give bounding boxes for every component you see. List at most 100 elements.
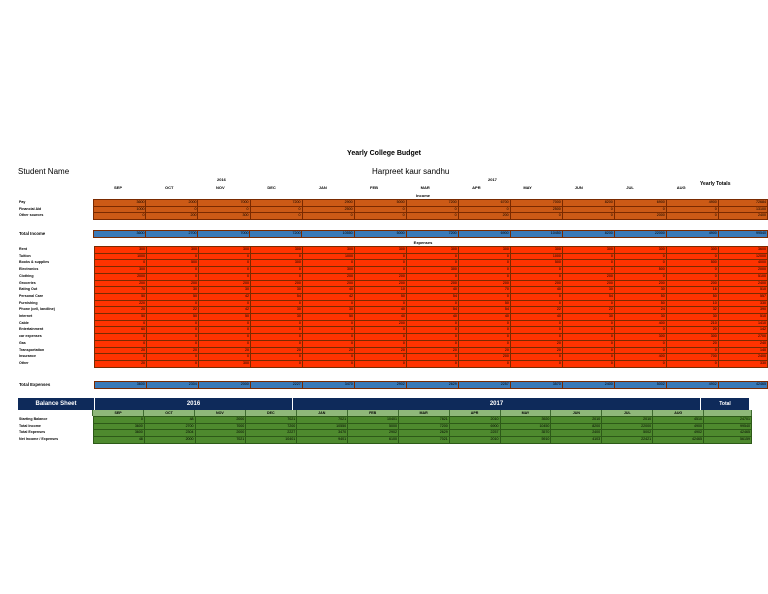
cell-jan[interactable]: 10550: [296, 422, 349, 431]
cell-yearly-total[interactable]: 557: [717, 292, 768, 301]
cell-oct[interactable]: 200: [145, 212, 199, 221]
cell-may[interactable]: 0: [509, 326, 563, 335]
cell-apr[interactable]: 0: [457, 252, 511, 261]
cell-sep[interactable]: 3600: [93, 199, 147, 207]
cell-feb[interactable]: 200: [353, 272, 407, 281]
cell-jan[interactable]: 200: [301, 279, 355, 288]
cell-yearly-total[interactable]: 330: [717, 359, 768, 368]
cell-oct[interactable]: 0: [146, 353, 200, 361]
cell-feb[interactable]: 5000: [353, 230, 407, 238]
cell-oct[interactable]: 48: [143, 416, 196, 424]
cell-jan[interactable]: 40: [301, 286, 355, 294]
cell-jan[interactable]: 42: [301, 292, 355, 301]
cell-jul[interactable]: 0: [613, 205, 667, 214]
cell-dec[interactable]: 0: [249, 326, 303, 335]
cell-aug[interactable]: 0: [665, 212, 719, 221]
cell-nov[interactable]: 0: [197, 205, 251, 214]
cell-aug[interactable]: 4900: [652, 422, 704, 431]
cell-jan[interactable]: 2500: [301, 205, 355, 214]
cell-feb[interactable]: 5000: [347, 422, 400, 431]
cell-dec[interactable]: 30: [249, 306, 303, 315]
cell-aug[interactable]: 700: [665, 353, 719, 361]
cell-dec[interactable]: 0: [249, 319, 303, 328]
cell-mar[interactable]: 0: [405, 272, 459, 281]
cell-jan[interactable]: 2900: [301, 199, 355, 207]
cell-dec[interactable]: 2227: [245, 429, 298, 438]
cell-feb[interactable]: 10401: [347, 416, 400, 424]
cell-mar[interactable]: 0: [405, 339, 459, 348]
cell-jun[interactable]: 0: [561, 326, 615, 335]
cell-oct[interactable]: 0: [146, 252, 200, 261]
cell-feb[interactable]: 0: [353, 326, 407, 335]
cell-sep[interactable]: 50: [94, 313, 148, 321]
cell-jun[interactable]: 8200: [550, 422, 603, 431]
cell-apr[interactable]: 2010: [448, 416, 501, 424]
cell-nov[interactable]: 200: [198, 279, 251, 288]
cell-apr[interactable]: 0: [457, 259, 511, 268]
cell-feb[interactable]: 0: [353, 259, 407, 268]
cell-may[interactable]: 3570: [499, 429, 552, 438]
cell-jul[interactable]: 24: [613, 306, 667, 315]
cell-dec[interactable]: 300: [249, 246, 303, 254]
cell-dec[interactable]: 0: [249, 272, 303, 281]
cell-dec[interactable]: 30: [249, 313, 303, 321]
cell-apr[interactable]: 300: [457, 246, 511, 254]
cell-apr[interactable]: 0: [457, 326, 511, 335]
cell-sep[interactable]: 70: [94, 286, 148, 294]
cell-dec[interactable]: 0: [249, 212, 303, 221]
cell-aug[interactable]: 42465: [652, 436, 704, 444]
cell-aug[interactable]: 200: [665, 279, 719, 288]
cell-yearly-total[interactable]: 72684: [717, 199, 768, 207]
cell-yearly-total[interactable]: 3600: [717, 246, 768, 254]
cell-may[interactable]: 500: [509, 259, 563, 268]
cell-nov[interactable]: 2000: [194, 429, 247, 438]
cell-aug[interactable]: 0: [665, 359, 719, 368]
cell-jan[interactable]: 0: [301, 212, 355, 221]
cell-mar[interactable]: 2629: [398, 429, 450, 438]
cell-sep[interactable]: 0: [94, 353, 148, 361]
cell-apr[interactable]: 0: [457, 266, 511, 274]
cell-sep[interactable]: 20: [94, 346, 148, 355]
cell-mar[interactable]: 7821: [398, 416, 450, 424]
cell-aug[interactable]: 210: [665, 319, 719, 328]
cell-aug[interactable]: 4900: [665, 230, 719, 238]
cell-oct[interactable]: 500: [146, 259, 200, 268]
cell-mar[interactable]: 0: [405, 359, 459, 368]
cell-aug[interactable]: 300: [665, 333, 719, 341]
cell-sep[interactable]: 0: [94, 259, 148, 268]
cell-jun[interactable]: 0: [561, 359, 615, 368]
cell-jul[interactable]: 400: [613, 353, 667, 361]
cell-jun[interactable]: 54: [561, 292, 615, 301]
cell-may[interactable]: 10450: [499, 422, 552, 431]
cell-aug[interactable]: 500: [665, 259, 719, 268]
cell-oct[interactable]: 30: [146, 286, 200, 294]
cell-jul[interactable]: 500: [613, 266, 667, 274]
cell-sep[interactable]: 0: [94, 319, 148, 328]
cell-sep[interactable]: 3600: [93, 381, 147, 389]
cell-aug[interactable]: 0: [665, 346, 719, 355]
cell-aug[interactable]: 4902: [665, 381, 719, 389]
cell-jan[interactable]: 30: [301, 306, 355, 315]
cell-sep[interactable]: 3600: [93, 422, 145, 431]
cell-mar[interactable]: 2629: [405, 381, 459, 389]
cell-jul[interactable]: 2000: [613, 212, 667, 221]
cell-jul[interactable]: 0: [613, 359, 667, 368]
cell-may[interactable]: 3570: [509, 381, 563, 389]
cell-nov[interactable]: 42: [198, 306, 251, 315]
cell-oct[interactable]: 0: [146, 319, 200, 328]
cell-jan[interactable]: 300: [301, 246, 355, 254]
cell-apr[interactable]: 0: [457, 292, 511, 301]
cell-apr[interactable]: 54: [457, 306, 511, 315]
cell-apr[interactable]: 200: [457, 353, 511, 361]
cell-feb[interactable]: 2902: [347, 429, 400, 438]
cell-may[interactable]: 0: [509, 319, 563, 328]
cell-feb[interactable]: 0: [353, 333, 407, 341]
cell-nov[interactable]: 0: [198, 266, 251, 274]
cell-oct[interactable]: 0: [146, 359, 200, 368]
cell-apr[interactable]: 40: [457, 313, 511, 321]
cell-yearly-total[interactable]: 2400: [717, 353, 768, 361]
cell-jul[interactable]: 200: [613, 279, 667, 288]
cell-dec[interactable]: 0: [249, 299, 303, 308]
cell-nov[interactable]: 0: [198, 333, 251, 341]
cell-apr[interactable]: 200: [457, 212, 511, 221]
